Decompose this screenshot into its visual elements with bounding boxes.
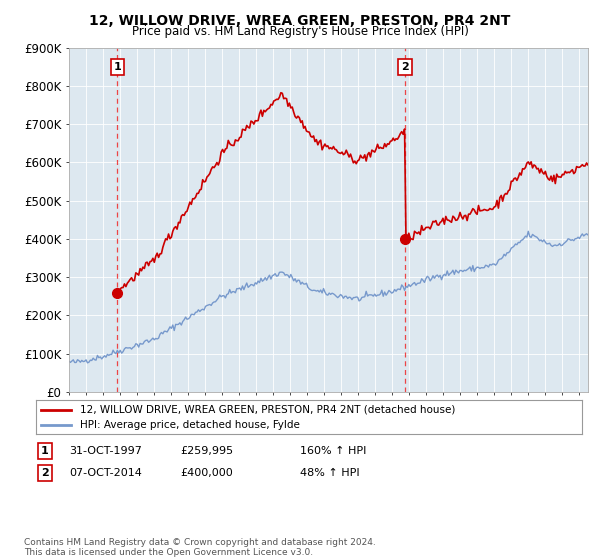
Text: Price paid vs. HM Land Registry's House Price Index (HPI): Price paid vs. HM Land Registry's House … <box>131 25 469 38</box>
Text: 2: 2 <box>401 62 409 72</box>
Text: £259,995: £259,995 <box>180 446 233 456</box>
Text: £400,000: £400,000 <box>180 468 233 478</box>
Text: 2: 2 <box>41 468 49 478</box>
Text: HPI: Average price, detached house, Fylde: HPI: Average price, detached house, Fyld… <box>80 419 299 430</box>
Text: 31-OCT-1997: 31-OCT-1997 <box>69 446 142 456</box>
Text: 12, WILLOW DRIVE, WREA GREEN, PRESTON, PR4 2NT: 12, WILLOW DRIVE, WREA GREEN, PRESTON, P… <box>89 14 511 28</box>
Text: 160% ↑ HPI: 160% ↑ HPI <box>300 446 367 456</box>
Text: 12, WILLOW DRIVE, WREA GREEN, PRESTON, PR4 2NT (detached house): 12, WILLOW DRIVE, WREA GREEN, PRESTON, P… <box>80 405 455 415</box>
Text: 1: 1 <box>41 446 49 456</box>
Text: 48% ↑ HPI: 48% ↑ HPI <box>300 468 359 478</box>
Text: 1: 1 <box>113 62 121 72</box>
Text: Contains HM Land Registry data © Crown copyright and database right 2024.
This d: Contains HM Land Registry data © Crown c… <box>24 538 376 557</box>
Text: 07-OCT-2014: 07-OCT-2014 <box>69 468 142 478</box>
